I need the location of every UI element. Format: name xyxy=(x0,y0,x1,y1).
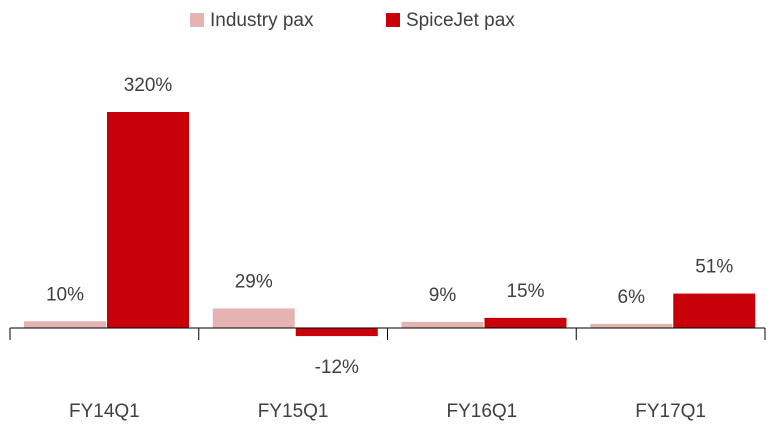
legend-label: SpiceJet pax xyxy=(406,10,515,31)
bar xyxy=(590,323,673,328)
value-label: 320% xyxy=(124,75,173,96)
legend-label: Industry pax xyxy=(210,10,314,31)
bar xyxy=(24,321,106,328)
value-label: 51% xyxy=(695,257,733,278)
value-label: 6% xyxy=(618,287,646,308)
bar xyxy=(295,328,378,337)
x-tick-label: FY14Q1 xyxy=(69,401,140,422)
value-label: 29% xyxy=(235,271,273,292)
value-label: 10% xyxy=(46,284,84,305)
bar xyxy=(484,317,567,328)
bar xyxy=(212,308,295,328)
x-tick-label: FY17Q1 xyxy=(635,401,706,422)
bar xyxy=(673,293,756,328)
bar xyxy=(401,321,484,328)
legend-swatch xyxy=(386,13,400,27)
value-label: 9% xyxy=(429,285,457,306)
x-tick-label: FY16Q1 xyxy=(446,401,517,422)
value-label: 15% xyxy=(506,281,544,302)
x-tick-label: FY15Q1 xyxy=(258,401,329,422)
value-label: -12% xyxy=(315,357,359,378)
bar xyxy=(107,112,189,328)
legend-swatch xyxy=(190,13,204,27)
